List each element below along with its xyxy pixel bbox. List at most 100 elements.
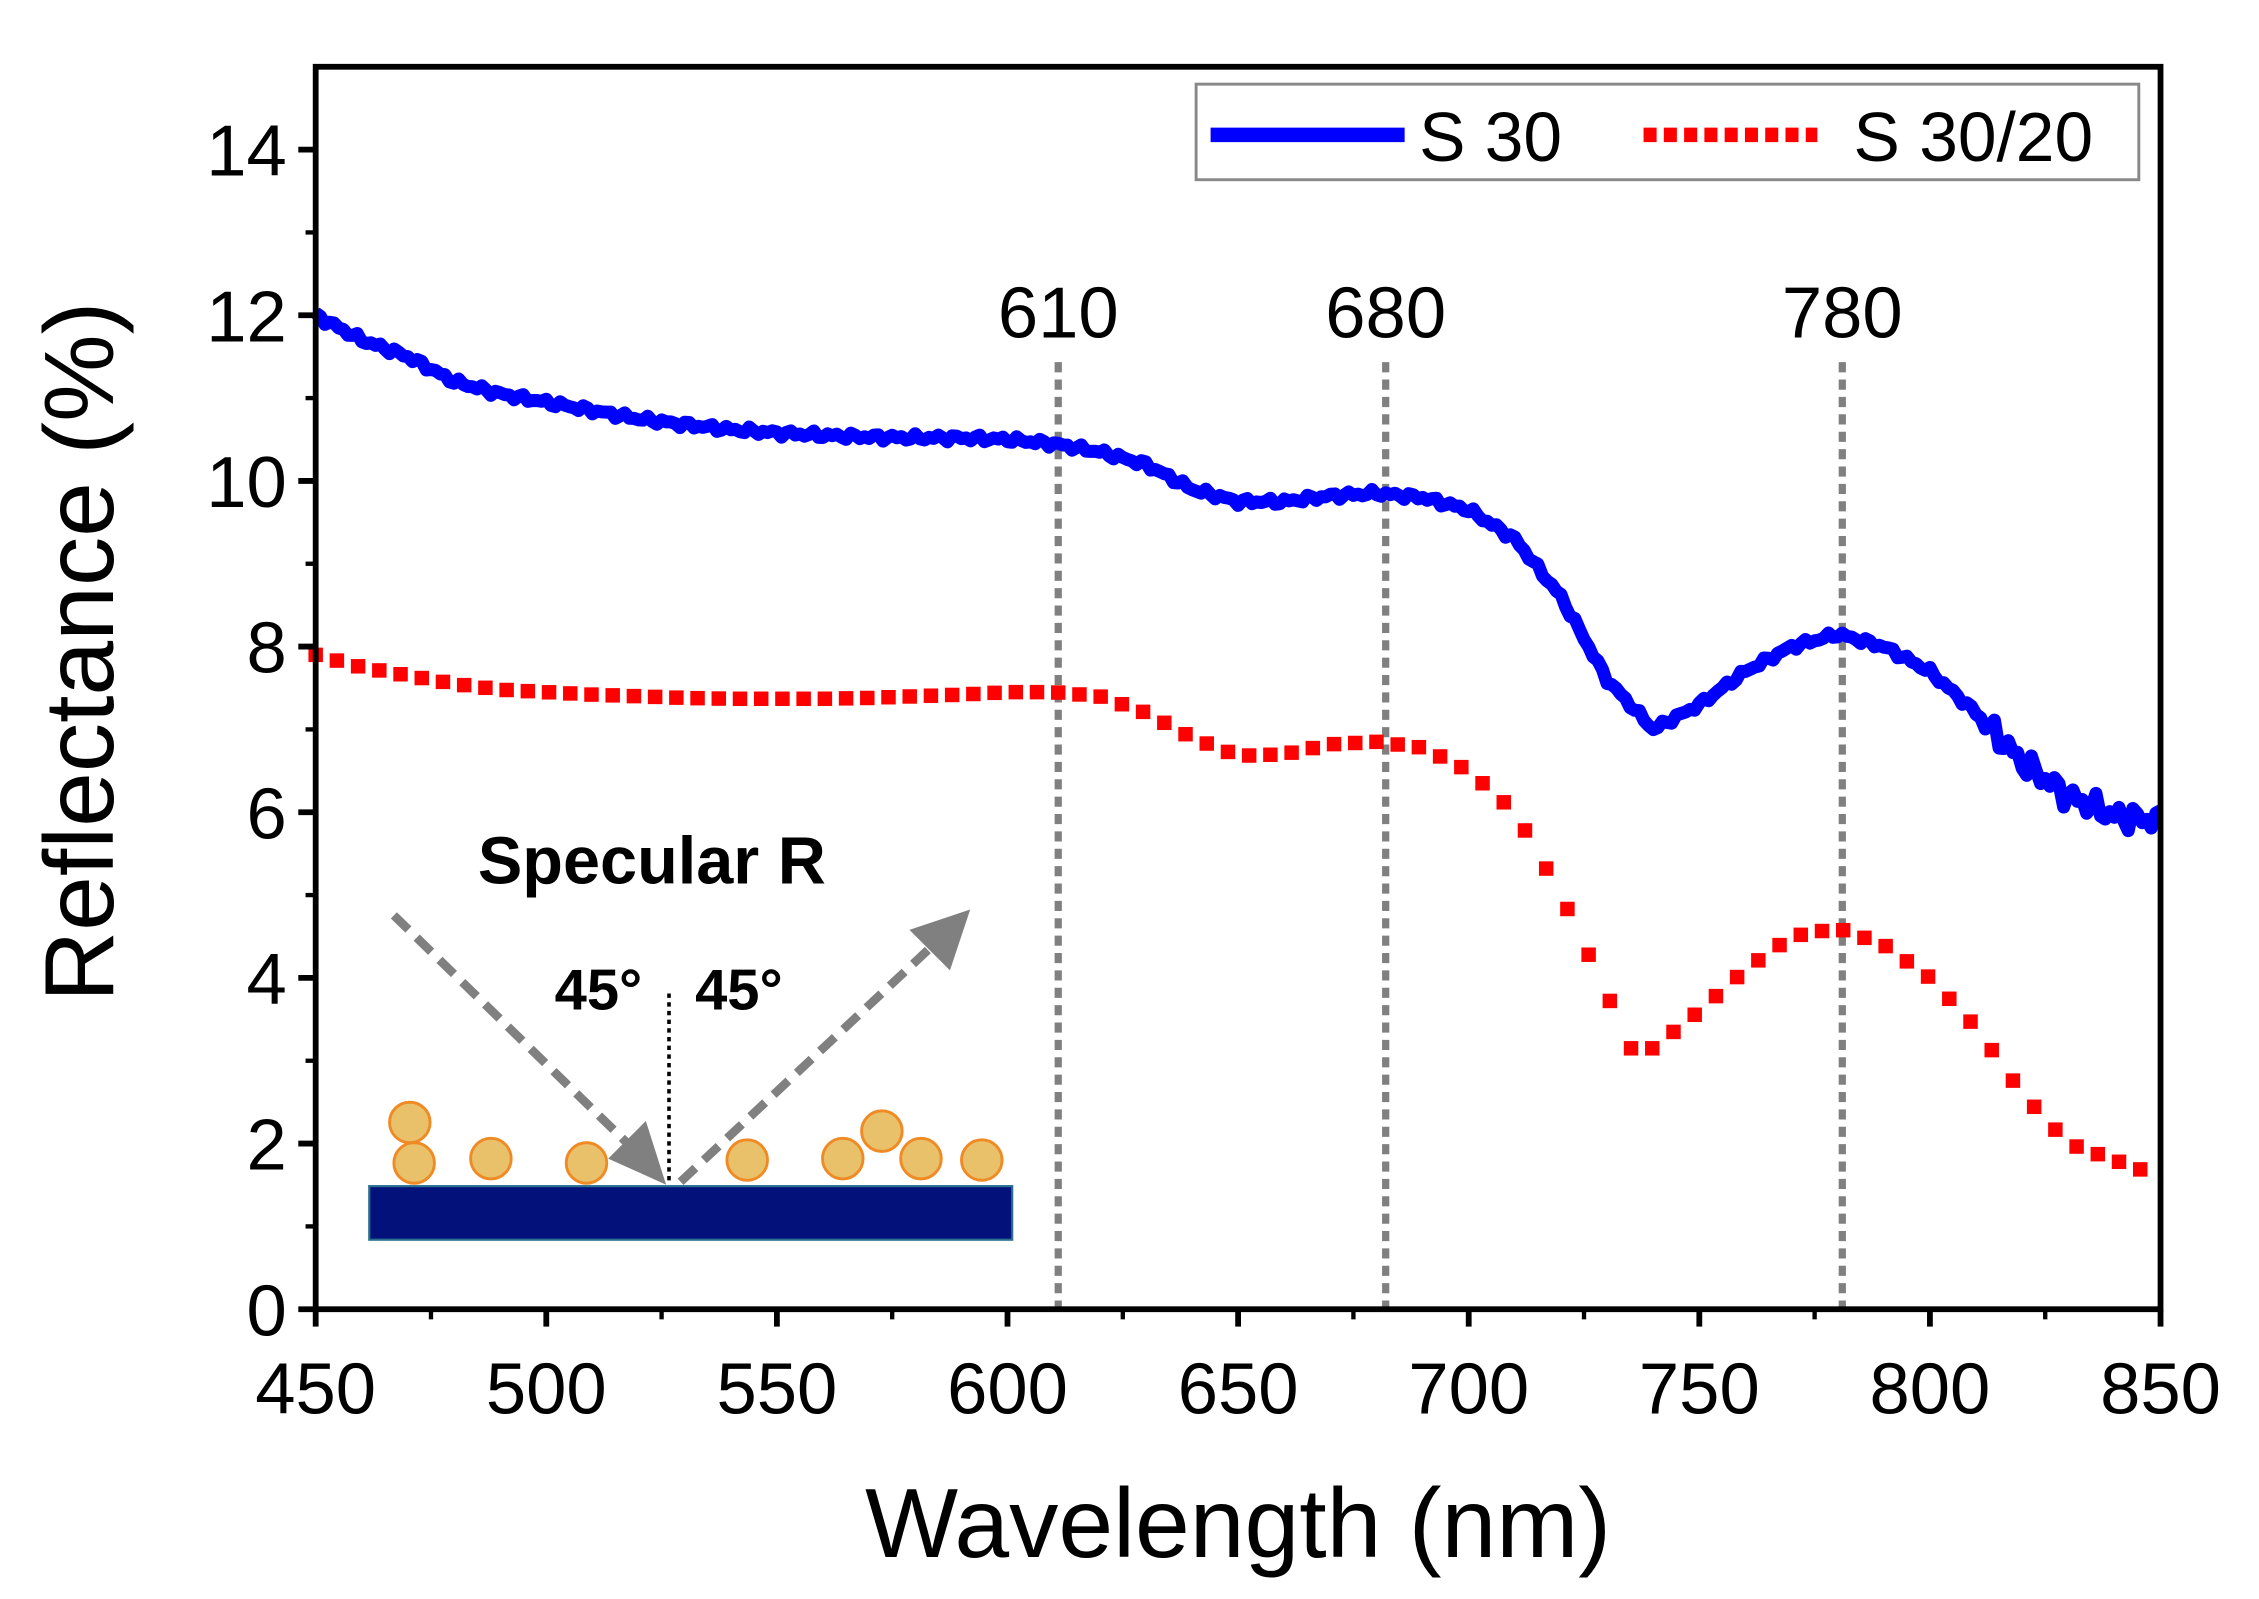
axes [312,63,2164,1313]
series-marker-s3020 [881,690,896,705]
series-marker-s3020 [1305,740,1321,756]
y-axis-title: Reflectance (%) [24,302,134,1002]
particle [860,1109,904,1153]
y-tick-label: 8 [246,608,286,689]
series-layer [308,307,2164,1177]
series-marker-s3020 [902,689,917,704]
series-line-s30 [311,307,2164,838]
series-marker-s3020 [1984,1042,1999,1058]
particle [392,1141,436,1185]
particle [469,1136,513,1181]
series-marker-s3020 [584,687,599,702]
y-tick-label: 4 [246,939,286,1020]
series-marker-s3020 [966,686,981,702]
series-marker-s3020 [838,691,854,706]
series-marker-s3020 [1899,954,1915,969]
series-marker-s3020 [1135,704,1151,720]
series-marker-s3020 [1369,734,1384,750]
series-marker-s3020 [1178,726,1193,742]
reference-line-label: 780 [1782,273,1903,354]
series-marker-s3020 [669,690,684,705]
series-marker-s3020 [1687,1007,1702,1023]
series-marker-s3020 [647,689,663,705]
series-marker-s3020 [435,674,451,690]
series-marker-s3020 [329,653,345,668]
series-marker-s3020 [1029,684,1045,700]
series-marker-s3020 [732,691,748,707]
x-tick-label: 450 [255,1348,376,1429]
series-marker-s3020 [1878,938,1893,954]
series-marker-s3020 [1942,991,1957,1007]
series-marker-s3020 [2026,1099,2042,1115]
y-tick-label: 14 [206,111,287,192]
series-marker-s3020 [2132,1162,2148,1177]
series-marker-s3020 [520,683,536,699]
angle-in-label: 45° [555,958,643,1022]
series-marker-s3020 [923,688,939,703]
series-marker-s3020 [1348,735,1363,751]
x-tick-label: 850 [2100,1348,2221,1429]
x-tick-label: 550 [717,1348,838,1429]
y-tick-label: 6 [246,773,286,854]
series-marker-s3020 [1920,969,1936,984]
series-marker-s3020 [1772,937,1787,953]
series-marker-s3020 [1496,795,1512,810]
series-marker-s3020 [456,677,472,693]
series-marker-s3020 [1432,749,1448,764]
series-marker-s3020 [2069,1139,2084,1154]
reference-line-label: 680 [1325,273,1446,354]
series-marker-s3020 [1963,1014,1978,1029]
series-marker-s3020 [753,691,769,707]
y-tick-label: 10 [206,442,287,523]
series-marker-s3020 [944,687,960,703]
series-marker-s3020 [1475,776,1490,791]
series-marker-s3020 [499,682,514,698]
series-marker-s3020 [1284,745,1299,760]
series-marker-s3020 [987,685,1002,701]
series-marker-s3020 [775,691,790,707]
x-tick-label: 700 [1408,1348,1529,1429]
series-marker-s3020 [1199,736,1214,751]
legend-label-s30: S 30 [1419,98,1562,176]
series-marker-s3020 [1602,993,1618,1009]
x-tick-label: 750 [1639,1348,1760,1429]
series-marker-s3020 [1326,736,1342,752]
y-tick-label: 12 [206,276,287,357]
series-marker-s3020 [1517,823,1533,838]
x-axis-title: Wavelength (nm) [865,1468,1611,1578]
series-marker-s3020 [1411,739,1427,755]
series-marker-s3020 [690,690,705,706]
inset-schematic: Specular R 45° 45° [368,824,1014,1241]
series-marker-s3020 [1050,685,1066,700]
ticks: 450 500 550 600 650 700 750 800 850 0 2 4 6 8 10 12 14 [206,111,2221,1430]
legend: S 30 S 30/20 [1194,82,2141,182]
particle [960,1138,1004,1182]
series-marker-s3020 [350,659,366,674]
series-marker-s3020 [1645,1041,1660,1056]
reflected-arrowhead-icon [909,909,971,971]
series-marker-s3020 [563,686,578,701]
series-marker-s3020 [2111,1154,2127,1170]
series-marker-s3020 [1623,1041,1639,1056]
series-marker-s3020 [1729,969,1745,985]
series-marker-s3020 [626,688,642,704]
series-marker-s3020 [478,680,493,696]
series-marker-s3020 [372,663,387,678]
particle [899,1136,943,1181]
series-marker-s3020 [1581,947,1596,962]
particle [388,1100,432,1145]
series-marker-s3020 [1814,923,1830,939]
reference-lines: 610 680 780 [998,273,1903,1310]
series-marker-s3020 [1666,1024,1681,1040]
series-marker-s3020 [1241,748,1257,763]
series-marker-s3020 [1751,953,1766,968]
series-marker-s3020 [1114,696,1130,712]
series-marker-s3020 [1390,737,1405,752]
particle [821,1136,865,1181]
series-marker-s3020 [2090,1146,2106,1162]
series-marker-s3020 [1708,988,1724,1004]
incident-arrow [390,912,641,1156]
series-marker-s3020 [2005,1073,2021,1088]
series-marker-s3020 [2048,1122,2063,1137]
